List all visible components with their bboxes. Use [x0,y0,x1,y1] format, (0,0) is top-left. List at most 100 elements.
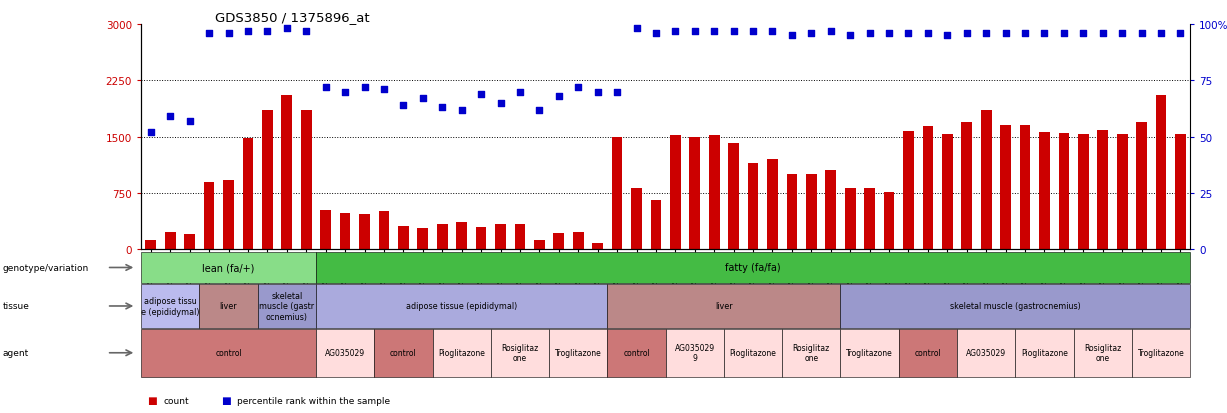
Point [957,31,977,37]
Text: Troglitazone: Troglitazone [847,349,893,357]
Point [161,114,180,120]
Text: count: count [163,396,189,405]
Point [277,26,297,33]
Point [860,31,880,37]
Bar [146,240,156,250]
Text: lean (fa/+): lean (fa/+) [202,263,255,273]
Point [821,28,840,35]
Point [937,33,957,39]
Bar [612,138,622,250]
Bar [1079,134,1088,250]
Point [548,93,568,100]
Bar [417,228,428,250]
Point [1074,31,1093,37]
Bar [980,110,991,250]
Bar [398,227,409,250]
Text: AG035029: AG035029 [325,349,366,357]
Bar [767,160,778,250]
Text: fatty (fa/fa): fatty (fa/fa) [725,263,780,273]
Point [315,85,335,91]
Bar [340,213,351,250]
Text: Rosiglitaz
one: Rosiglitaz one [1085,343,1121,363]
Text: Rosiglitaz
one: Rosiglitaz one [793,343,829,363]
Text: skeletal muscle (gastrocnemius): skeletal muscle (gastrocnemius) [950,302,1081,311]
Bar [496,224,506,250]
Point [1054,31,1074,37]
Point [471,91,491,98]
Bar [883,192,894,250]
Bar [903,131,914,250]
Text: GDS3850 / 1375896_at: GDS3850 / 1375896_at [215,11,369,24]
Point [898,31,918,37]
Bar [223,180,234,250]
Bar [164,233,175,250]
Point [724,28,744,35]
Text: AG035029
9: AG035029 9 [675,343,715,363]
Bar [456,223,467,250]
Text: Pioglitazone: Pioglitazone [438,349,485,357]
Text: tissue: tissue [2,302,29,311]
Bar [729,144,739,250]
Bar [670,136,681,250]
Point [530,107,550,114]
Bar [1000,126,1011,250]
Point [627,26,647,33]
Point [180,118,200,125]
Point [1093,31,1113,37]
Text: ■: ■ [147,395,157,405]
Bar [514,224,525,250]
Bar [864,188,875,250]
Point [647,31,666,37]
Bar [593,243,602,250]
Text: AG035029: AG035029 [966,349,1006,357]
Text: genotype/variation: genotype/variation [2,263,88,272]
Point [355,85,374,91]
Bar [281,96,292,250]
Point [413,96,433,102]
Point [665,28,685,35]
Text: control: control [914,349,941,357]
Point [199,31,218,37]
Point [1015,31,1034,37]
Text: liver: liver [220,302,237,311]
Bar [845,188,855,250]
Bar [1097,131,1108,250]
Bar [1117,134,1128,250]
Point [782,33,801,39]
Bar [826,170,836,250]
Bar [534,240,545,250]
Point [141,130,161,136]
Point [335,89,355,96]
Bar [806,174,817,250]
Point [996,31,1016,37]
Bar [573,233,584,250]
Bar [204,183,215,250]
Point [510,89,530,96]
Point [432,105,452,112]
Point [588,89,607,96]
Text: adipose tissu
e (epididymal): adipose tissu e (epididymal) [141,297,200,316]
Text: skeletal
muscle (gastr
ocnemius): skeletal muscle (gastr ocnemius) [259,292,314,321]
Point [394,102,413,109]
Text: Pioglitazone: Pioglitazone [730,349,777,357]
Bar [1136,122,1147,250]
Text: control: control [390,349,417,357]
Point [1131,31,1151,37]
Bar [1020,126,1031,250]
Point [704,28,724,35]
Point [297,28,317,35]
Text: control: control [215,349,242,357]
Point [801,31,821,37]
Bar [1059,133,1069,250]
Bar [709,136,719,250]
Bar [1039,133,1050,250]
Bar [243,139,253,250]
Bar [690,138,701,250]
Text: Pioglitazone: Pioglitazone [1021,349,1067,357]
Bar [476,228,486,250]
Bar [379,211,389,250]
Point [763,28,783,35]
Text: Rosiglitaz
one: Rosiglitaz one [502,343,539,363]
Text: ■: ■ [221,395,231,405]
Text: Troglitazone: Troglitazone [555,349,601,357]
